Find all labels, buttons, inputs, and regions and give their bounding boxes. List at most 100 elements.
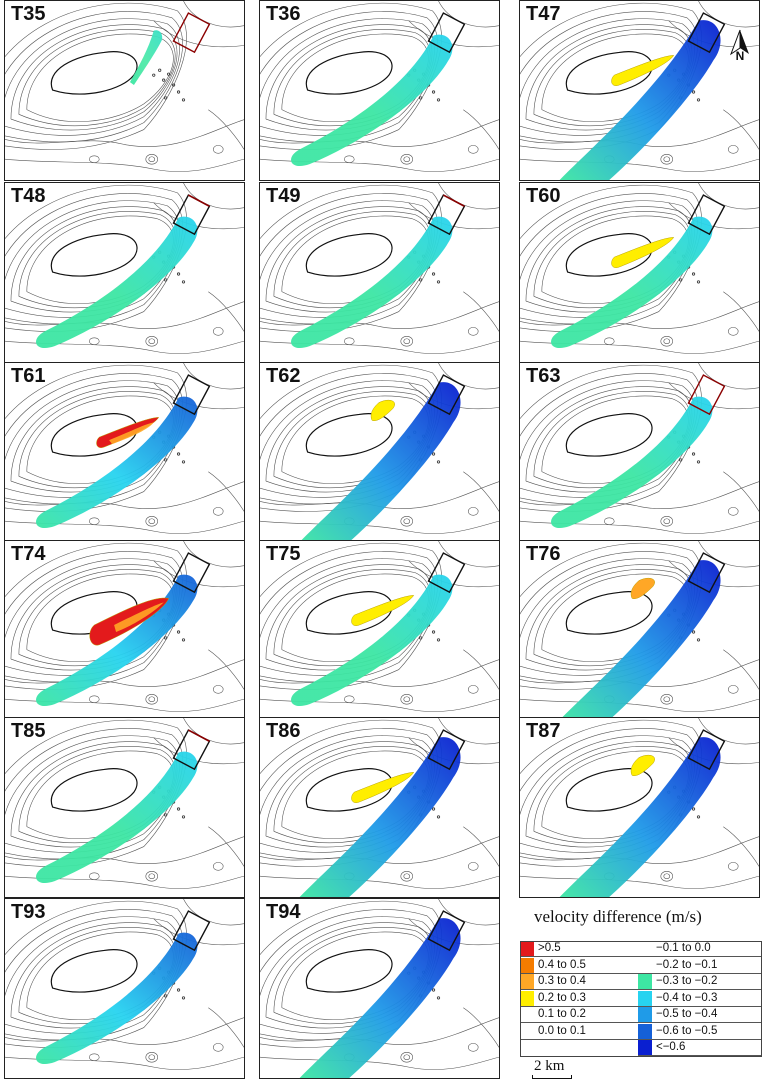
source-box	[687, 729, 726, 771]
legend-label: −0.5 to −0.4	[656, 1008, 718, 1020]
legend-entry: 0.1 to 0.2	[520, 1007, 638, 1023]
panel-label: T48	[11, 185, 46, 207]
scale-bar-label: 2 km	[534, 1058, 565, 1074]
map-panel-t87: T87	[519, 717, 760, 898]
bathymetry-map	[260, 899, 499, 1078]
legend-entry: <−0.6	[638, 1040, 762, 1056]
legend-swatch	[638, 1040, 652, 1056]
velocity-plume	[291, 34, 453, 167]
legend-swatch	[520, 941, 534, 957]
bathymetry-map	[5, 1, 244, 172]
legend-swatch	[638, 1007, 652, 1023]
map-panel-t86: T86	[259, 717, 500, 898]
positive-anomaly	[351, 595, 415, 626]
source-box	[687, 12, 726, 54]
legend-entry: −0.6 to −0.5	[638, 1023, 762, 1040]
legend-swatch	[638, 1023, 652, 1040]
source-box	[687, 374, 726, 416]
positive-anomaly	[611, 55, 675, 86]
legend-entry: 0.2 to 0.3	[520, 990, 638, 1007]
legend-swatch	[638, 941, 652, 957]
legend-entry: −0.3 to −0.2	[638, 974, 762, 990]
velocity-plume	[36, 932, 198, 1065]
panel-label: T49	[266, 185, 301, 207]
positive-anomaly	[351, 772, 415, 803]
legend-swatch	[520, 1007, 534, 1023]
panel-label: T86	[266, 720, 301, 742]
bathymetry-map	[5, 718, 244, 889]
panel-label: T61	[11, 365, 46, 387]
north-arrow-icon: N	[725, 21, 755, 65]
map-panel-t61: T61	[4, 362, 245, 543]
bathymetry-map	[5, 183, 244, 354]
source-box	[427, 910, 466, 952]
legend-entry: 0.4 to 0.5	[520, 957, 638, 974]
legend-label: 0.4 to 0.5	[538, 958, 586, 971]
legend-label: 0.3 to 0.4	[538, 975, 586, 987]
legend-label: 0.1 to 0.2	[538, 1008, 586, 1020]
positive-anomaly	[630, 754, 655, 776]
bathymetry-map	[520, 363, 759, 534]
velocity-plume	[551, 216, 713, 349]
bathymetry-map	[520, 1, 759, 180]
velocity-plume	[299, 737, 461, 897]
legend-swatch	[520, 990, 534, 1007]
bathymetry-map	[520, 183, 759, 354]
legend-label: 0.0 to 0.1	[538, 1024, 586, 1037]
map-panel-t49: T49	[259, 182, 500, 363]
bathymetry-map	[5, 541, 244, 712]
velocity-plume	[299, 918, 461, 1078]
map-panel-t35: T35	[4, 0, 245, 181]
velocity-plume	[559, 20, 721, 180]
map-panel-t85: T85	[4, 717, 245, 898]
source-box	[172, 374, 211, 416]
bathymetry-map	[260, 541, 499, 712]
map-panel-t93: T93	[4, 898, 245, 1079]
panel-label: T60	[526, 185, 561, 207]
legend-entry: −0.5 to −0.4	[638, 1007, 762, 1023]
north-label: N	[735, 49, 745, 63]
velocity-plume	[36, 396, 198, 529]
legend-swatch	[638, 957, 652, 974]
legend-entry: >0.5	[520, 941, 638, 957]
positive-anomaly	[611, 237, 675, 268]
panel-label: T87	[526, 720, 561, 742]
legend-entry: 0.3 to 0.4	[520, 974, 638, 990]
panel-label: T36	[266, 3, 301, 25]
source-box	[172, 910, 211, 952]
map-panel-t74: T74	[4, 540, 245, 721]
velocity-plume	[559, 737, 721, 897]
source-box	[687, 552, 726, 594]
legend-label: 0.2 to 0.3	[538, 991, 586, 1004]
legend-swatch	[520, 1023, 534, 1040]
positive-anomaly	[370, 399, 395, 421]
panel-label: T76	[526, 543, 561, 565]
velocity-plume	[36, 216, 198, 349]
velocity-plume	[559, 560, 721, 720]
legend-label: −0.3 to −0.2	[656, 975, 718, 987]
source-box	[687, 194, 726, 236]
legend-entry: −0.4 to −0.3	[638, 990, 762, 1007]
panel-label: T93	[11, 901, 46, 923]
source-box	[427, 729, 466, 771]
source-box	[172, 12, 211, 54]
bathymetry-map	[520, 718, 759, 897]
map-panel-t60: T60	[519, 182, 760, 363]
map-panel-t75: T75	[259, 540, 500, 721]
legend-entry: −0.1 to 0.0	[638, 941, 762, 957]
map-panel-t76: T76	[519, 540, 760, 721]
panel-label: T62	[266, 365, 301, 387]
legend-swatch	[520, 974, 534, 990]
scale-bar	[532, 1075, 572, 1079]
legend-label: −0.4 to −0.3	[656, 991, 718, 1004]
source-box	[427, 552, 466, 594]
panel-label: T35	[11, 3, 46, 25]
bathymetry-map	[260, 718, 499, 897]
legend-title: velocity difference (m/s)	[534, 907, 702, 926]
legend: velocity difference (m/s) >0.5 0.4 to 0.5…	[520, 905, 765, 1080]
map-panel-t47: T47 N	[519, 0, 760, 181]
legend-swatch	[638, 990, 652, 1007]
source-box	[427, 12, 466, 54]
panel-label: T94	[266, 901, 301, 923]
legend-swatch	[520, 957, 534, 974]
